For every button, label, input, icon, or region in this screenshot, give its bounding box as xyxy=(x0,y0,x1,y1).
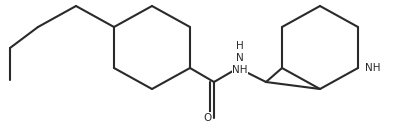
Text: H
N: H N xyxy=(236,41,244,63)
Text: NH: NH xyxy=(365,63,381,73)
Text: O: O xyxy=(203,113,211,123)
Text: NH: NH xyxy=(232,65,248,75)
